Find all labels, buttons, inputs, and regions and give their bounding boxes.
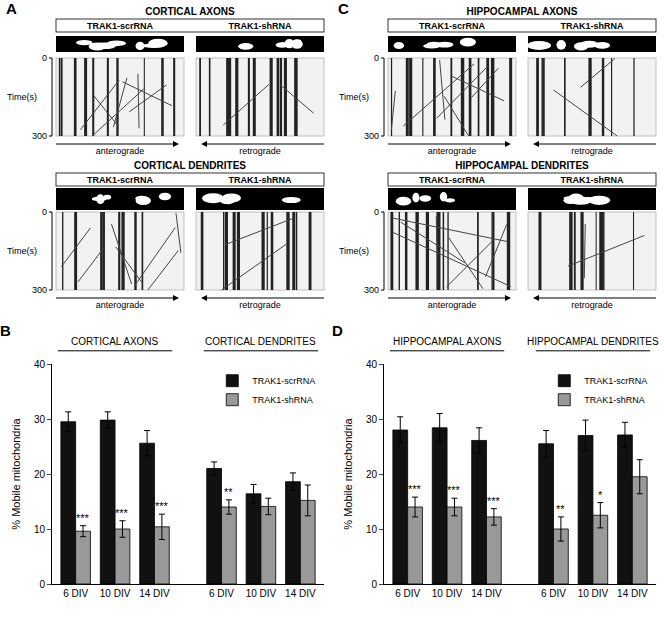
svg-text:C: C — [338, 0, 349, 17]
svg-text:10 DIV: 10 DIV — [432, 588, 463, 599]
svg-text:6 DIV: 6 DIV — [541, 588, 566, 599]
svg-text:TRAK1-scrRNA: TRAK1-scrRNA — [252, 376, 315, 386]
svg-text:**: ** — [556, 503, 565, 515]
svg-text:14 DIV: 14 DIV — [617, 588, 648, 599]
svg-text:0: 0 — [42, 53, 47, 63]
svg-text:***: *** — [76, 512, 90, 524]
svg-text:6 DIV: 6 DIV — [395, 588, 420, 599]
svg-text:HIPPOCAMPAL DENDRITES: HIPPOCAMPAL DENDRITES — [527, 336, 659, 347]
svg-text:HIPPOCAMPAL AXONS: HIPPOCAMPAL AXONS — [393, 336, 502, 347]
svg-text:0: 0 — [371, 579, 377, 590]
svg-text:10 DIV: 10 DIV — [100, 588, 131, 599]
svg-text:% Mobile mitochondria: % Mobile mitochondria — [342, 417, 354, 529]
svg-text:40: 40 — [34, 359, 46, 370]
svg-text:300: 300 — [32, 131, 47, 141]
svg-text:***: *** — [115, 507, 129, 519]
svg-text:30: 30 — [366, 414, 378, 425]
svg-text:CORTICAL DENDRITES: CORTICAL DENDRITES — [205, 336, 316, 347]
svg-text:Time(s): Time(s) — [7, 246, 37, 256]
svg-text:% Mobile mitochondria: % Mobile mitochondria — [10, 417, 22, 529]
svg-text:anterograde: anterograde — [428, 146, 477, 156]
svg-text:14 DIV: 14 DIV — [139, 588, 170, 599]
svg-text:300: 300 — [364, 131, 379, 141]
svg-text:**: ** — [224, 486, 233, 498]
svg-text:HIPPOCAMPAL DENDRITES: HIPPOCAMPAL DENDRITES — [455, 160, 589, 171]
svg-text:6 DIV: 6 DIV — [63, 588, 88, 599]
svg-text:Time(s): Time(s) — [7, 92, 37, 102]
svg-text:CORTICAL AXONS: CORTICAL AXONS — [71, 336, 159, 347]
svg-text:20: 20 — [366, 469, 378, 480]
svg-text:D: D — [332, 322, 343, 339]
svg-text:anterograde: anterograde — [428, 300, 477, 310]
svg-text:***: *** — [487, 495, 501, 507]
svg-text:*: * — [598, 489, 603, 501]
svg-text:TRAK1-scrRNA: TRAK1-scrRNA — [87, 175, 154, 185]
svg-text:10: 10 — [34, 524, 46, 535]
svg-text:10: 10 — [366, 524, 378, 535]
svg-text:TRAK1-shRNA: TRAK1-shRNA — [229, 175, 293, 185]
svg-text:Time(s): Time(s) — [339, 246, 369, 256]
svg-text:TRAK1-scrRNA: TRAK1-scrRNA — [584, 376, 647, 386]
svg-text:TRAK1-shRNA: TRAK1-shRNA — [252, 395, 313, 405]
svg-text:TRAK1-scrRNA: TRAK1-scrRNA — [419, 175, 486, 185]
svg-text:6 DIV: 6 DIV — [209, 588, 234, 599]
svg-text:10 DIV: 10 DIV — [246, 588, 277, 599]
svg-text:retrograde: retrograde — [571, 300, 613, 310]
svg-text:0: 0 — [374, 53, 379, 63]
svg-text:CORTICAL DENDRITES: CORTICAL DENDRITES — [134, 160, 246, 171]
svg-text:300: 300 — [32, 285, 47, 295]
svg-text:0: 0 — [374, 207, 379, 217]
svg-text:retrograde: retrograde — [571, 146, 613, 156]
svg-text:300: 300 — [364, 285, 379, 295]
svg-text:A: A — [6, 0, 17, 17]
svg-text:anterograde: anterograde — [96, 300, 145, 310]
svg-text:TRAK1-scrRNA: TRAK1-scrRNA — [419, 21, 486, 31]
svg-text:CORTICAL AXONS: CORTICAL AXONS — [145, 6, 235, 17]
svg-text:retrograde: retrograde — [239, 146, 281, 156]
svg-text:***: *** — [447, 484, 461, 496]
svg-text:anterograde: anterograde — [96, 146, 145, 156]
svg-text:14 DIV: 14 DIV — [285, 588, 316, 599]
svg-text:10 DIV: 10 DIV — [578, 588, 609, 599]
svg-text:Time(s): Time(s) — [339, 92, 369, 102]
svg-text:20: 20 — [34, 469, 46, 480]
svg-text:B: B — [0, 322, 11, 339]
svg-text:***: *** — [155, 500, 169, 512]
svg-text:TRAK1-scrRNA: TRAK1-scrRNA — [87, 21, 154, 31]
svg-text:TRAK1-shRNA: TRAK1-shRNA — [561, 175, 625, 185]
svg-text:HIPPOCAMPAL AXONS: HIPPOCAMPAL AXONS — [467, 6, 578, 17]
svg-text:0: 0 — [42, 207, 47, 217]
svg-text:TRAK1-shRNA: TRAK1-shRNA — [561, 21, 625, 31]
svg-text:***: *** — [408, 483, 422, 495]
svg-text:TRAK1-shRNA: TRAK1-shRNA — [229, 21, 293, 31]
svg-text:0: 0 — [39, 579, 45, 590]
svg-text:TRAK1-shRNA: TRAK1-shRNA — [584, 395, 645, 405]
svg-text:40: 40 — [366, 359, 378, 370]
svg-text:30: 30 — [34, 414, 46, 425]
svg-text:retrograde: retrograde — [239, 300, 281, 310]
svg-text:14 DIV: 14 DIV — [471, 588, 502, 599]
